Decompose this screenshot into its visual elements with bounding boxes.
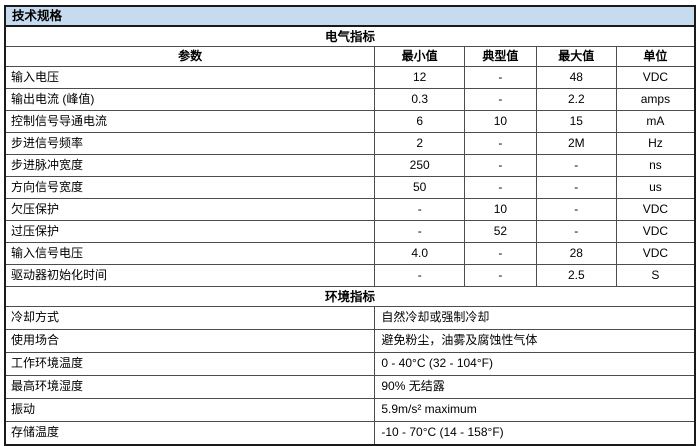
param-cell: 控制信号导通电流 xyxy=(4,110,376,134)
table-row: 输入信号电压 4.0-28 VDC xyxy=(4,242,696,266)
typical-value-cell: 52 xyxy=(464,220,537,244)
environmental-rows: 冷却方式 自然冷却或强制冷却 使用场合 避免粉尘，油雾及腐蚀性气体 工作环境温度 0 - … xyxy=(4,306,696,446)
column-header-unit: 单位 xyxy=(615,46,696,68)
max-value-cell: 28 xyxy=(535,242,617,266)
env-value-cell: 90% 无结露 xyxy=(374,375,696,400)
env-value-cell: 自然冷却或强制冷却 xyxy=(374,306,696,331)
column-header-row: 参数 最小值 典型值 最大值 单位 xyxy=(4,46,696,68)
param-cell: 欠压保护 xyxy=(4,198,376,222)
environmental-section-row: 环境指标 xyxy=(4,286,696,308)
max-value-cell: - xyxy=(535,220,617,244)
max-value-cell: - xyxy=(535,176,617,200)
min-value-cell: 2 xyxy=(374,132,466,156)
table-row: 驱动器初始化时间 - -2.5 S xyxy=(4,264,696,288)
table-row: 输出电流 (峰值) 0.3-2.2 amps xyxy=(4,88,696,112)
param-cell: 步进信号频率 xyxy=(4,132,376,156)
typical-value-cell: - xyxy=(464,176,537,200)
unit-cell: VDC xyxy=(615,242,696,266)
min-value-cell: - xyxy=(374,198,466,222)
param-cell: 使用场合 xyxy=(4,329,376,354)
min-value-cell: 50 xyxy=(374,176,466,200)
max-value-cell: - xyxy=(535,154,617,178)
environmental-section-header: 环境指标 xyxy=(4,286,696,308)
table-row: 存储温度 -10 - 70°C (14 - 158°F) xyxy=(4,421,696,446)
max-value-cell: 2M xyxy=(535,132,617,156)
min-value-cell: 12 xyxy=(374,66,466,90)
table-row: 工作环境温度 0 - 40°C (32 - 104°F) xyxy=(4,352,696,377)
unit-cell: VDC xyxy=(615,198,696,222)
typical-value-cell: - xyxy=(464,88,537,112)
param-cell: 输出电流 (峰值) xyxy=(4,88,376,112)
table-row: 最高环境湿度 90% 无结露 xyxy=(4,375,696,400)
param-cell: 振动 xyxy=(4,398,376,423)
unit-cell: mA xyxy=(615,110,696,134)
param-cell: 输入电压 xyxy=(4,66,376,90)
column-header-parameter: 参数 xyxy=(4,46,376,68)
typical-value-cell: - xyxy=(464,242,537,266)
table-row: 控制信号导通电流 6 10 15 mA xyxy=(4,110,696,134)
max-value-cell: 48 xyxy=(535,66,617,90)
unit-cell: us xyxy=(615,176,696,200)
unit-cell: amps xyxy=(615,88,696,112)
env-value-cell: 避免粉尘，油雾及腐蚀性气体 xyxy=(374,329,696,354)
typical-value-cell: - xyxy=(464,264,537,288)
typical-value-cell: - xyxy=(464,66,537,90)
param-cell: 方向信号宽度 xyxy=(4,176,376,200)
unit-cell: ns xyxy=(615,154,696,178)
env-value-cell: 5.9m/s² maximum xyxy=(374,398,696,423)
env-value-cell: 0 - 40°C (32 - 104°F) xyxy=(374,352,696,377)
column-header-typical: 典型值 xyxy=(464,46,537,68)
min-value-cell: 250 xyxy=(374,154,466,178)
min-value-cell: - xyxy=(374,220,466,244)
table-row: 冷却方式 自然冷却或强制冷却 xyxy=(4,306,696,331)
table-row: 步进脉冲宽度 250- - ns xyxy=(4,154,696,178)
param-cell: 输入信号电压 xyxy=(4,242,376,266)
table-row: 欠压保护 -10- VDC xyxy=(4,198,696,222)
table-row: 过压保护 -52- VDC xyxy=(4,220,696,244)
param-cell: 存储温度 xyxy=(4,421,376,446)
table-row: 振动 5.9m/s² maximum xyxy=(4,398,696,423)
typical-value-cell: - xyxy=(464,154,537,178)
unit-cell: VDC xyxy=(615,220,696,244)
electrical-rows: 输入电压 12-48 VDC 输出电流 (峰值) 0.3-2.2 amps 控制信号导通电流… xyxy=(4,66,696,288)
param-cell: 驱动器初始化时间 xyxy=(4,264,376,288)
table-row: 方向信号宽度 50- - us xyxy=(4,176,696,200)
table-title: 技术规格 xyxy=(4,5,696,28)
param-cell: 工作环境温度 xyxy=(4,352,376,377)
max-value-cell: 15 xyxy=(535,110,617,134)
param-cell: 步进脉冲宽度 xyxy=(4,154,376,178)
min-value-cell: - xyxy=(374,264,466,288)
min-value-cell: 0.3 xyxy=(374,88,466,112)
unit-cell: Hz xyxy=(615,132,696,156)
min-value-cell: 6 xyxy=(374,110,466,134)
unit-cell: VDC xyxy=(615,66,696,90)
table-row: 使用场合 避免粉尘，油雾及腐蚀性气体 xyxy=(4,329,696,354)
typical-value-cell: 10 xyxy=(464,198,537,222)
spec-table: 技术规格 电气指标 参数 最小值 典型值 最大值 单位 输入电压 12-48 VDC… xyxy=(4,5,696,446)
electrical-section-header: 电气指标 xyxy=(4,25,696,48)
typical-value-cell: - xyxy=(464,132,537,156)
min-value-cell: 4.0 xyxy=(374,242,466,266)
unit-cell: S xyxy=(615,264,696,288)
column-header-max: 最大值 xyxy=(535,46,617,68)
param-cell: 最高环境湿度 xyxy=(4,375,376,400)
title-row: 技术规格 xyxy=(4,5,696,28)
env-value-cell: -10 - 70°C (14 - 158°F) xyxy=(374,421,696,446)
max-value-cell: 2.2 xyxy=(535,88,617,112)
max-value-cell: - xyxy=(535,198,617,222)
table-row: 输入电压 12-48 VDC xyxy=(4,66,696,90)
electrical-section-row: 电气指标 xyxy=(4,25,696,48)
column-header-min: 最小值 xyxy=(374,46,466,68)
param-cell: 冷却方式 xyxy=(4,306,376,331)
table-row: 步进信号频率 2-2M Hz xyxy=(4,132,696,156)
max-value-cell: 2.5 xyxy=(535,264,617,288)
typical-value-cell: 10 xyxy=(464,110,537,134)
param-cell: 过压保护 xyxy=(4,220,376,244)
